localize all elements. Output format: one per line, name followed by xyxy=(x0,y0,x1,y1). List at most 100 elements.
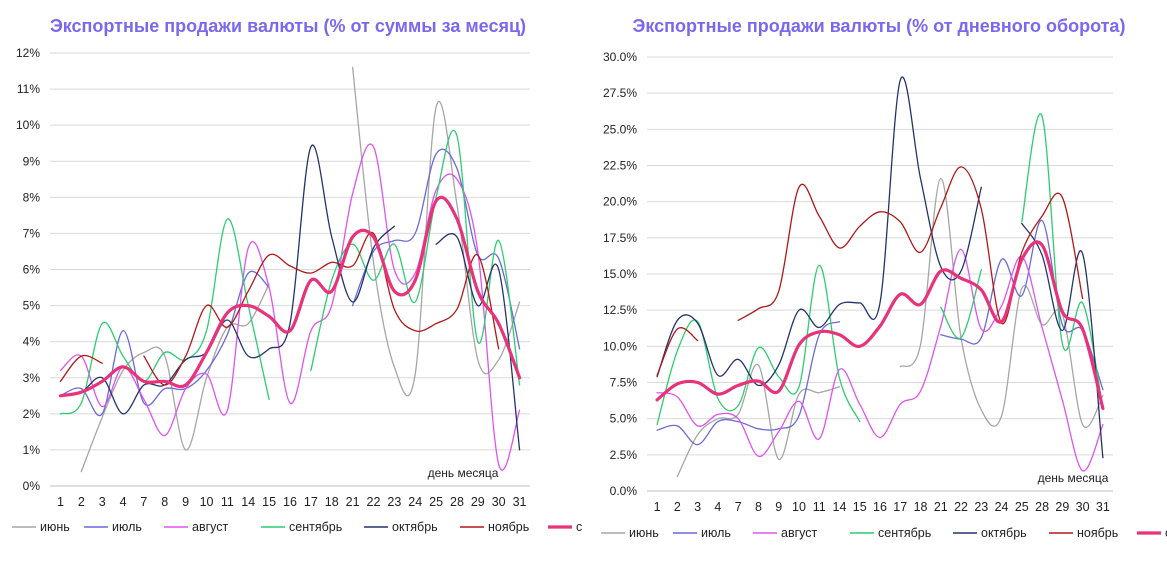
x-tick-label: 14 xyxy=(833,500,847,514)
x-tick-label: 16 xyxy=(873,500,887,514)
x-tick-label: 7 xyxy=(140,495,147,509)
y-tick-label: 5.0% xyxy=(610,412,638,426)
legend-item: среднее xyxy=(548,520,624,534)
chart-svg: Экспортные продажи валюты (% от дневного… xyxy=(601,16,1167,540)
y-tick-label: 0% xyxy=(23,479,41,493)
series-ноябрь xyxy=(656,166,1084,376)
series-line xyxy=(656,264,861,426)
series-line xyxy=(656,76,982,387)
legend-label: ноябрь xyxy=(1077,526,1118,540)
y-tick-label: 12% xyxy=(16,46,40,60)
series-октябрь xyxy=(656,76,1104,459)
x-tick-label: 21 xyxy=(934,500,948,514)
series-сентябрь xyxy=(656,113,1104,426)
series-line xyxy=(80,283,270,473)
legend-item: октябрь xyxy=(364,520,438,534)
y-tick-label: 30.0% xyxy=(603,50,637,64)
x-tick-label: 15 xyxy=(262,495,276,509)
y-tick-label: 17.5% xyxy=(603,231,637,245)
x-tick-label: 30 xyxy=(1076,500,1090,514)
y-tick-label: 12.5% xyxy=(603,303,637,317)
chart-daily-turnover-share: Экспортные продажи валюты (% от дневного… xyxy=(583,0,1167,560)
legend-label: среднее xyxy=(576,520,583,534)
series-line xyxy=(1021,113,1104,410)
legend-item: июль xyxy=(673,526,731,540)
x-tick-label: 23 xyxy=(387,495,401,509)
legend-label: июль xyxy=(112,520,142,534)
legend-item: август xyxy=(164,520,229,534)
x-tick-label: 15 xyxy=(853,500,867,514)
legend-item: ноябрь xyxy=(1049,526,1118,540)
legend-item: июль xyxy=(84,520,142,534)
x-tick-label: 10 xyxy=(200,495,214,509)
series-среднее xyxy=(655,240,1105,411)
x-tick-label: 25 xyxy=(429,495,443,509)
legend-item: среднее xyxy=(1137,526,1167,540)
x-tick-label: 28 xyxy=(450,495,464,509)
x-tick-label: 25 xyxy=(1015,500,1029,514)
y-tick-label: 22.5% xyxy=(603,159,637,173)
series-line xyxy=(59,218,270,415)
x-tick-label: 21 xyxy=(346,495,360,509)
x-tick-label: 16 xyxy=(283,495,297,509)
legend-label: октябрь xyxy=(392,520,438,534)
series-август xyxy=(656,248,1104,472)
legend-item: сентябрь xyxy=(850,526,931,540)
x-tick-label: 22 xyxy=(954,500,968,514)
y-tick-label: 27.5% xyxy=(603,86,637,100)
legend-item: сентябрь xyxy=(261,520,342,534)
y-tick-label: 20.0% xyxy=(603,195,637,209)
legend-item: июнь xyxy=(601,526,659,540)
x-tick-label: 4 xyxy=(120,495,127,509)
x-tick-label: 31 xyxy=(1096,500,1110,514)
series-июль xyxy=(656,219,1104,446)
y-tick-label: 25.0% xyxy=(603,122,637,136)
y-tick-label: 3% xyxy=(23,371,41,385)
series-ноябрь xyxy=(59,231,500,386)
x-tick-label: 7 xyxy=(735,500,742,514)
x-tick-label: 9 xyxy=(775,500,782,514)
legend-label: август xyxy=(781,526,818,540)
x-tick-label: 9 xyxy=(182,495,189,509)
x-tick-label: 11 xyxy=(813,500,826,514)
series-июнь xyxy=(80,66,521,473)
x-tick-label: 3 xyxy=(99,495,106,509)
series-line xyxy=(656,248,1104,472)
legend-label: октябрь xyxy=(981,526,1027,540)
chart-monthly-share: Экспортные продажи валюты (% от суммы за… xyxy=(0,0,624,560)
legend-label: среднее xyxy=(1165,526,1167,540)
legend-label: сентябрь xyxy=(289,520,342,534)
series-line xyxy=(143,231,500,386)
y-tick-label: 7% xyxy=(23,226,41,240)
legend-item: август xyxy=(753,526,818,540)
y-tick-label: 7.5% xyxy=(610,376,638,390)
series-июнь xyxy=(676,177,1104,478)
y-tick-label: 15.0% xyxy=(603,267,637,281)
y-tick-label: 4% xyxy=(23,335,41,349)
series-октябрь xyxy=(59,144,521,451)
x-tick-label: 23 xyxy=(974,500,988,514)
legend-label: ноябрь xyxy=(488,520,529,534)
series-line xyxy=(59,143,521,471)
x-tick-label: 4 xyxy=(714,500,721,514)
legend-item: июнь xyxy=(12,520,70,534)
series-line xyxy=(737,166,1084,325)
chart-svg: Экспортные продажи валюты (% от суммы за… xyxy=(12,16,624,534)
x-tick-label: 31 xyxy=(513,495,527,509)
x-tick-label: 1 xyxy=(57,495,64,509)
x-tick-label: 29 xyxy=(471,495,485,509)
x-tick-label: 18 xyxy=(325,495,339,509)
x-tick-label: 8 xyxy=(755,500,762,514)
x-tick-label: 30 xyxy=(492,495,506,509)
series-line xyxy=(656,327,699,376)
legend-label: июнь xyxy=(629,526,659,540)
x-tick-label: 22 xyxy=(367,495,381,509)
x-tick-label: 17 xyxy=(893,500,907,514)
y-tick-label: 2.5% xyxy=(610,448,638,462)
y-tick-label: 2% xyxy=(23,407,41,421)
series-line xyxy=(310,129,521,386)
series-line xyxy=(655,240,1105,411)
x-tick-label: 18 xyxy=(914,500,928,514)
x-tick-label: 2 xyxy=(674,500,681,514)
y-tick-label: 10% xyxy=(16,118,40,132)
